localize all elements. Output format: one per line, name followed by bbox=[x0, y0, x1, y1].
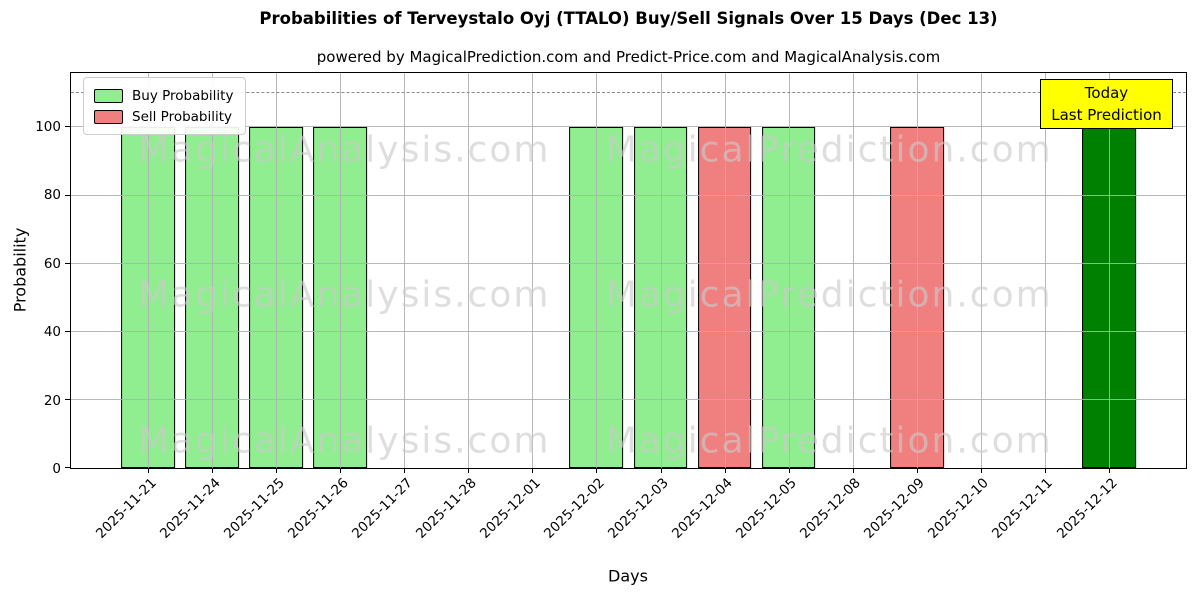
x-tick-label: 2025-12-03 bbox=[605, 475, 672, 542]
category-slot: 2025-11-25 bbox=[221, 73, 308, 542]
grid-line-horizontal bbox=[71, 398, 1186, 400]
legend: Buy Probability Sell Probability bbox=[83, 77, 247, 135]
legend-item: Sell Probability bbox=[94, 106, 233, 127]
x-tick-mark bbox=[980, 468, 982, 473]
grid-line-vertical bbox=[916, 73, 918, 468]
grid-line-vertical bbox=[148, 73, 150, 468]
grid-line-vertical bbox=[340, 73, 342, 468]
chart-subtitle: powered by MagicalPrediction.com and Pre… bbox=[316, 48, 941, 66]
grid-line-horizontal bbox=[71, 126, 1186, 128]
x-tick-label: 2025-12-12 bbox=[1053, 475, 1121, 542]
grid-line-vertical bbox=[724, 73, 726, 468]
x-axis-label: Days bbox=[608, 566, 648, 586]
today-annotation-line1: Today bbox=[1084, 84, 1129, 102]
category-slot: 2025-12-09 bbox=[861, 73, 949, 542]
category-slot: 2025-12-12 bbox=[1053, 73, 1141, 542]
x-tick-mark bbox=[724, 468, 726, 473]
x-tick-mark bbox=[788, 468, 790, 473]
category-slot: 2025-12-02 bbox=[541, 73, 628, 542]
category-slot: 2025-12-11 bbox=[989, 73, 1077, 542]
category-slot: 2025-11-24 bbox=[157, 73, 244, 542]
legend-label: Sell Probability bbox=[132, 108, 233, 125]
grid-line-vertical bbox=[404, 73, 406, 468]
grid-line-vertical bbox=[468, 73, 470, 468]
x-tick-mark bbox=[532, 468, 534, 473]
x-tick-label: 2025-12-04 bbox=[669, 475, 736, 542]
x-tick-mark bbox=[660, 468, 662, 473]
grid-line-vertical bbox=[532, 73, 534, 468]
x-tick-label: 2025-12-11 bbox=[989, 475, 1057, 542]
x-tick-label: 2025-12-10 bbox=[925, 475, 993, 542]
grid-line-vertical bbox=[788, 73, 790, 468]
x-tick-label: 2025-11-28 bbox=[412, 475, 480, 542]
legend-item: Buy Probability bbox=[94, 85, 233, 106]
legend-swatch bbox=[94, 88, 123, 103]
grid-line-vertical bbox=[276, 73, 278, 468]
grid-line-vertical bbox=[1108, 73, 1110, 468]
x-tick-mark bbox=[1044, 468, 1046, 473]
x-tick-label: 2025-12-08 bbox=[797, 475, 865, 542]
today-annotation: Today Last Prediction bbox=[1040, 79, 1173, 129]
x-tick-mark bbox=[212, 468, 214, 473]
y-tick-label: 40 bbox=[43, 324, 61, 341]
category-slot: 2025-11-21 bbox=[93, 73, 180, 542]
x-tick-mark bbox=[1108, 468, 1110, 473]
x-tick-mark bbox=[148, 468, 150, 473]
y-tick-label: 100 bbox=[35, 118, 61, 135]
x-tick-label: 2025-11-24 bbox=[156, 475, 224, 542]
grid-line-horizontal bbox=[71, 330, 1186, 332]
y-tick-mark bbox=[65, 262, 71, 264]
x-tick-label: 2025-12-09 bbox=[861, 475, 929, 542]
y-tick-mark bbox=[65, 330, 71, 332]
category-slot: 2025-11-27 bbox=[349, 73, 436, 542]
y-tick-label: 80 bbox=[43, 187, 61, 204]
legend-swatch bbox=[94, 109, 123, 124]
x-tick-mark bbox=[852, 468, 854, 473]
x-tick-label: 2025-11-27 bbox=[348, 475, 416, 542]
grid-line-vertical bbox=[980, 73, 982, 468]
grid-line-vertical bbox=[596, 73, 598, 468]
category-slot: 2025-12-03 bbox=[605, 73, 693, 542]
x-tick-label: 2025-11-21 bbox=[92, 475, 160, 542]
y-tick-mark bbox=[65, 467, 71, 468]
chart-title: Probabilities of Terveystalo Oyj (TTALO)… bbox=[259, 9, 998, 28]
category-slot: 2025-12-01 bbox=[477, 73, 564, 542]
today-annotation-line2: Last Prediction bbox=[1051, 106, 1162, 124]
x-tick-mark bbox=[596, 468, 598, 473]
x-tick-mark bbox=[468, 468, 470, 473]
grid-line-vertical bbox=[212, 73, 214, 468]
y-axis-ticks: 0 20 40 60 80 100 bbox=[0, 72, 61, 477]
legend-label: Buy Probability bbox=[132, 87, 234, 104]
grid-line-horizontal bbox=[71, 262, 1186, 264]
y-tick-mark bbox=[65, 398, 71, 400]
y-tick-mark bbox=[65, 194, 71, 196]
x-tick-mark bbox=[916, 468, 918, 473]
y-tick-mark bbox=[65, 126, 71, 128]
threshold-dashed-line bbox=[71, 92, 1186, 94]
x-tick-label: 2025-12-05 bbox=[733, 475, 800, 542]
x-tick-mark bbox=[404, 468, 406, 473]
category-slot: 2025-12-04 bbox=[669, 73, 757, 542]
bars-container: 2025-11-21 2025-11-24 2025-11-25 2025-11-26… bbox=[71, 73, 1186, 542]
y-tick-label: 20 bbox=[43, 392, 61, 409]
grid-line-vertical bbox=[660, 73, 662, 468]
x-tick-label: 2025-11-26 bbox=[284, 475, 352, 542]
y-tick-label: 0 bbox=[52, 461, 61, 477]
category-slot: 2025-12-05 bbox=[733, 73, 821, 542]
y-tick-label: 60 bbox=[43, 255, 61, 272]
grid-line-vertical bbox=[852, 73, 854, 468]
x-tick-mark bbox=[276, 468, 278, 473]
category-slot: 2025-11-26 bbox=[285, 73, 372, 542]
x-tick-mark bbox=[340, 468, 342, 473]
category-slot: 2025-12-08 bbox=[797, 73, 885, 542]
grid-line-horizontal bbox=[71, 194, 1186, 196]
category-slot: 2025-12-10 bbox=[925, 73, 1013, 542]
x-tick-label: 2025-12-02 bbox=[540, 475, 608, 542]
category-slot: 2025-11-28 bbox=[413, 73, 500, 542]
x-tick-label: 2025-12-01 bbox=[476, 475, 544, 542]
x-tick-label: 2025-11-25 bbox=[220, 475, 288, 542]
grid-line-vertical bbox=[1044, 73, 1046, 468]
plot-area: 2025-11-21 2025-11-24 2025-11-25 2025-11-26… bbox=[65, 72, 1187, 542]
